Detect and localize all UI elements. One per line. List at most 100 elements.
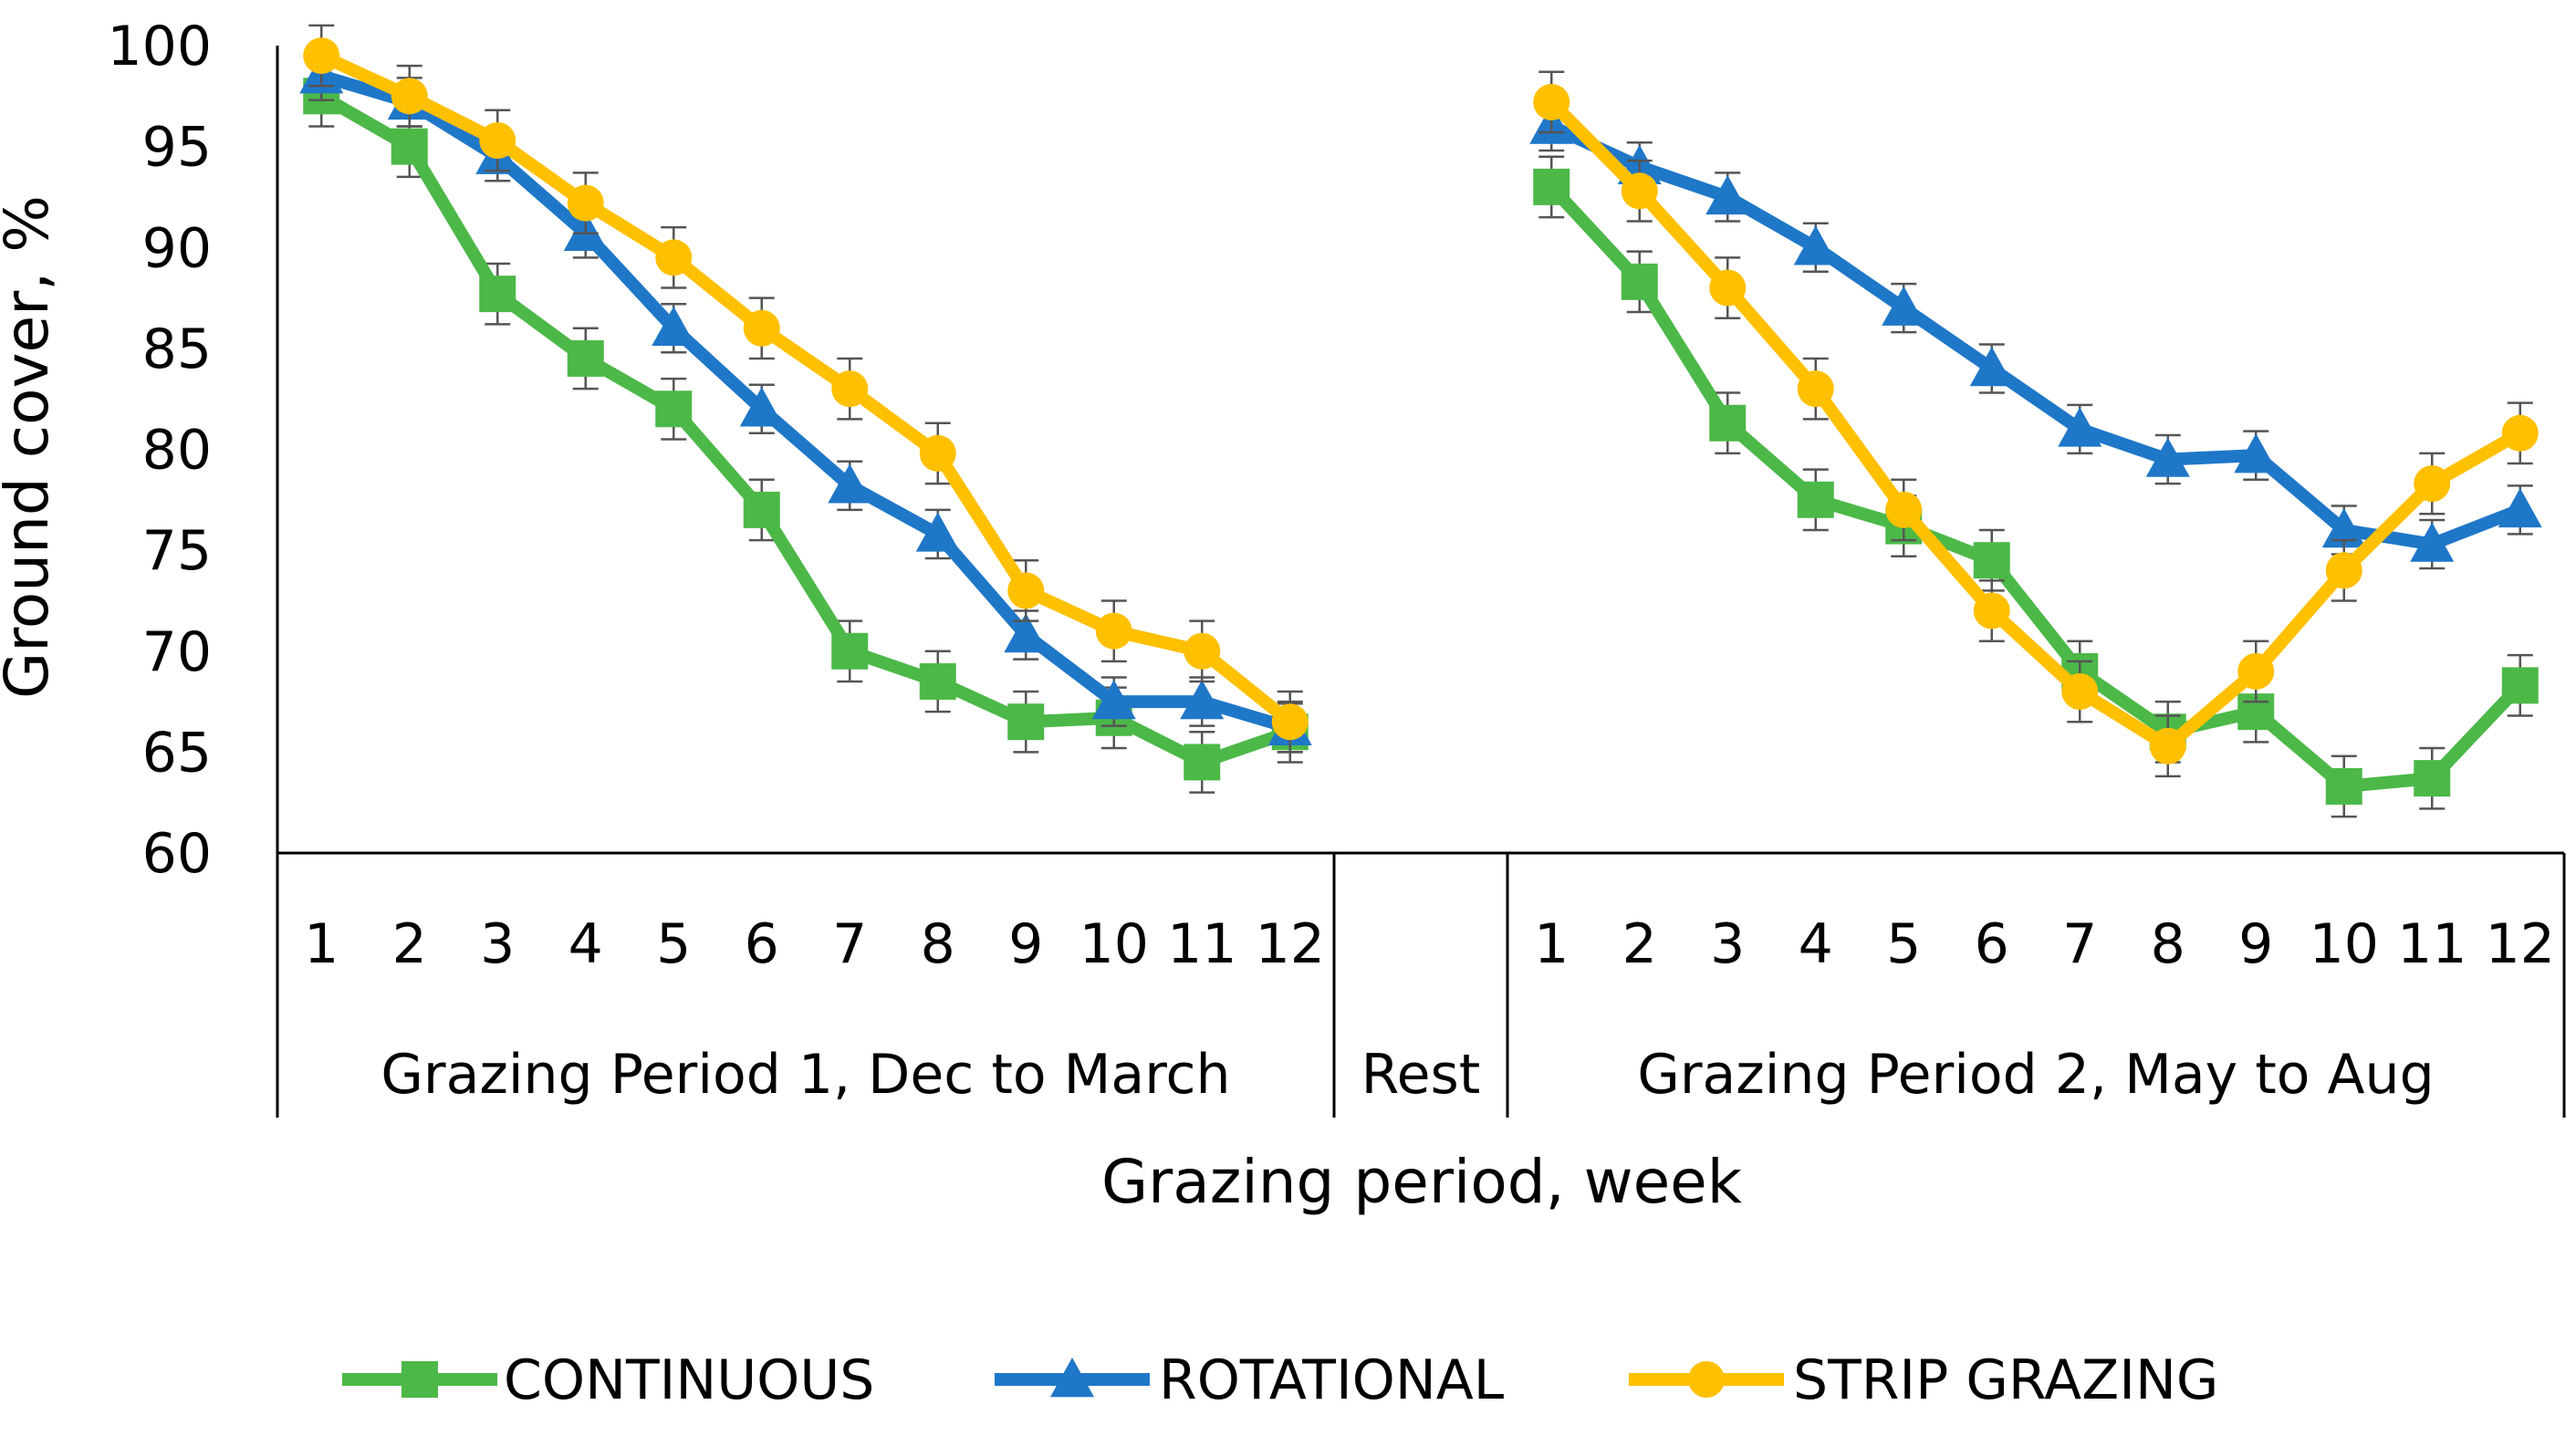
data-point [2498, 487, 2542, 528]
data-point [1882, 286, 1926, 326]
x-group-label: Rest [1361, 1043, 1481, 1107]
y-tick-label: 90 [142, 216, 212, 280]
data-point [2414, 760, 2451, 797]
data-point [655, 390, 693, 428]
data-point [479, 121, 516, 159]
x-group-label: Grazing Period 1, Dec to March [381, 1043, 1230, 1107]
x-tick-label: 9 [2238, 912, 2273, 976]
data-point [2501, 667, 2539, 704]
x-tick-label: 7 [832, 912, 867, 976]
data-point [2410, 522, 2455, 562]
x-tick-label: 9 [1008, 912, 1043, 976]
y-tick-label: 95 [142, 116, 212, 180]
data-point [1533, 168, 1570, 205]
data-point [2325, 552, 2362, 589]
data-point [1709, 269, 1747, 307]
data-point [2501, 414, 2539, 452]
y-tick-label: 80 [142, 419, 212, 483]
series-line [318, 90, 1293, 769]
x-tick-label: 10 [1079, 912, 1149, 976]
data-point [652, 306, 696, 346]
series-rotational [299, 50, 2542, 754]
data-point [831, 632, 869, 670]
data-point [1184, 744, 1221, 781]
data-point [2145, 437, 2190, 477]
series-continuous [303, 64, 2539, 818]
data-point [1007, 703, 1045, 741]
legend-marker [402, 1361, 438, 1398]
x-axis-label: Grazing period, week [1101, 1147, 1743, 1217]
x-tick-label: 2 [1622, 912, 1657, 976]
data-point [1797, 481, 1834, 518]
data-point [1793, 225, 1838, 265]
data-point [1271, 703, 1309, 741]
data-point [1184, 632, 1221, 670]
data-point [2237, 652, 2275, 690]
data-point [1969, 347, 2014, 387]
y-tick-label: 75 [142, 519, 212, 583]
data-point [1621, 172, 1658, 210]
data-point [919, 662, 956, 700]
data-point [303, 37, 340, 75]
x-tick-label: 12 [1256, 912, 1325, 976]
data-point [1885, 491, 1923, 528]
legend-item: STRIP GRAZING [1629, 1348, 2218, 1412]
y-tick-label: 70 [142, 620, 212, 684]
data-point [1709, 404, 1747, 442]
data-point [1180, 680, 1225, 720]
y-tick-label: 85 [142, 317, 212, 381]
data-point [743, 491, 780, 528]
data-point [391, 128, 428, 165]
x-tick-label: 6 [745, 912, 779, 976]
y-axis-label: Ground cover, % [0, 195, 62, 699]
series-line [1547, 182, 2525, 793]
data-point [2058, 407, 2102, 447]
x-tick-label: 6 [1975, 912, 2009, 976]
x-tick-label: 12 [2486, 912, 2555, 976]
data-point [391, 78, 428, 115]
data-point [2414, 465, 2451, 503]
data-point [1095, 612, 1132, 650]
x-tick-label: 4 [1799, 912, 1833, 976]
series-line [319, 69, 1292, 734]
series-strip-grazing [303, 24, 2539, 778]
x-tick-label: 10 [2310, 912, 2379, 976]
legend-label: ROTATIONAL [1159, 1348, 1505, 1412]
data-point [567, 339, 604, 377]
x-tick-label: 3 [480, 912, 515, 976]
data-point [1091, 680, 1136, 720]
x-tick-label: 8 [2151, 912, 2185, 976]
series-line [1549, 120, 2523, 551]
x-tick-label: 3 [1710, 912, 1745, 976]
data-point [567, 184, 604, 222]
data-point [739, 387, 784, 427]
data-point [1004, 613, 1048, 653]
data-point [915, 512, 960, 552]
x-tick-label: 8 [921, 912, 955, 976]
data-point [479, 276, 516, 313]
legend-item: CONTINUOUS [342, 1348, 874, 1412]
x-tick-label: 1 [1534, 912, 1569, 976]
y-axis: 60 65 70 75 80 85 90 95 100 [107, 15, 279, 886]
data-point [655, 239, 693, 276]
data-point [743, 309, 780, 347]
x-tick-label: 11 [1167, 912, 1236, 976]
data-point [1797, 370, 1834, 408]
legend-label: STRIP GRAZING [1793, 1348, 2218, 1412]
x-tick-label: 1 [304, 912, 339, 976]
y-tick-label: 100 [107, 15, 212, 78]
data-point [831, 370, 869, 408]
x-tick-label: 11 [2397, 912, 2466, 976]
data-point [2234, 433, 2279, 473]
x-tick-label: 7 [2062, 912, 2097, 976]
data-point [1621, 263, 1658, 300]
y-tick-label: 60 [142, 822, 212, 886]
data-point [1973, 542, 2010, 579]
data-point [2321, 508, 2366, 548]
x-tick-label: 4 [568, 912, 603, 976]
data-point [1007, 572, 1045, 609]
legend: CONTINUOUS ROTATIONAL STRIP GRAZING [342, 1348, 2218, 1412]
legend-marker [1688, 1361, 1725, 1398]
